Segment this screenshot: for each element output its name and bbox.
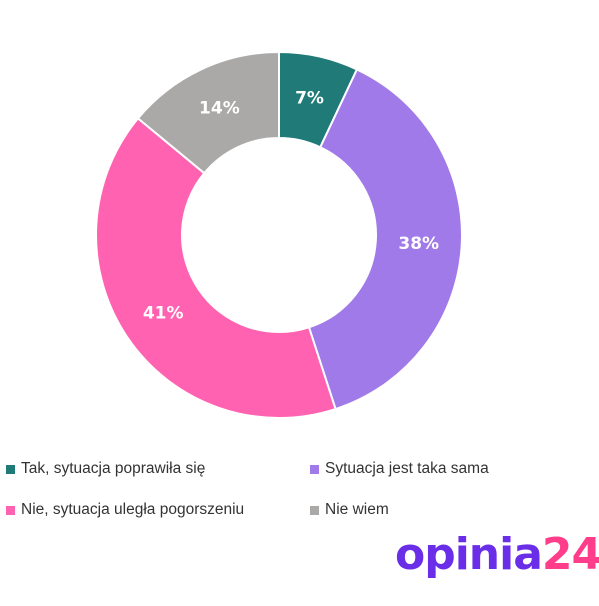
legend-label-taka-sama: Sytuacja jest taka sama [325,460,489,477]
legend-swatch-nie-wiem [310,505,319,515]
data-label-taka-sama: 38% [398,234,439,254]
legend-item-nie-wiem: Nie wiem [310,501,389,519]
slice-pogorszenie [95,116,337,419]
slice-nie-wiem [136,50,280,175]
donut-chart: 7% 38% 41% 14% [95,50,463,419]
slice-taka-sama [307,68,463,411]
legend-label-pogorszenie: Nie, sytuacja uległa pogorszeniu [21,501,245,518]
logo-text-opinia: opinia [395,529,543,580]
legend-item-tak: Tak, sytuacja poprawiła się [6,460,205,478]
data-label-nie-wiem: 14% [199,98,240,118]
legend-item-taka-sama: Sytuacja jest taka sama [310,460,489,478]
legend-label-tak: Tak, sytuacja poprawiła się [21,460,206,477]
logo-text-24: 24 [541,529,599,580]
legend-swatch-pogorszenie [6,505,15,515]
data-label-pogorszenie: 41% [143,304,184,324]
legend-swatch-taka-sama [310,464,319,474]
data-label-tak: 7% [295,88,324,108]
legend-item-pogorszenie: Nie, sytuacja uległa pogorszeniu [6,501,244,519]
legend-label-nie-wiem: Nie wiem [325,501,389,518]
opinia24-logo: opinia24 [395,530,599,580]
legend-swatch-tak [6,464,15,474]
